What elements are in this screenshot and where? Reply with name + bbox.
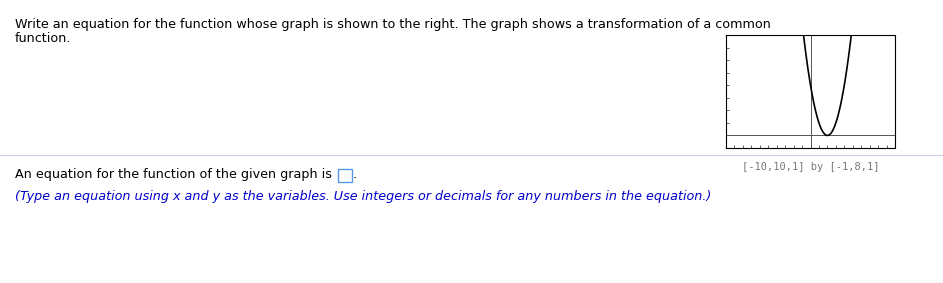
Text: function.: function. — [15, 32, 72, 45]
Text: Write an equation for the function whose graph is shown to the right. The graph : Write an equation for the function whose… — [15, 18, 770, 31]
Text: (Type an equation using x and y as the variables. Use integers or decimals for a: (Type an equation using x and y as the v… — [15, 190, 711, 203]
Text: .: . — [353, 168, 357, 181]
Bar — [338, 169, 352, 182]
Text: [-10,10,1] by [-1,8,1]: [-10,10,1] by [-1,8,1] — [742, 162, 879, 172]
Text: An equation for the function of the given graph is: An equation for the function of the give… — [15, 168, 332, 181]
